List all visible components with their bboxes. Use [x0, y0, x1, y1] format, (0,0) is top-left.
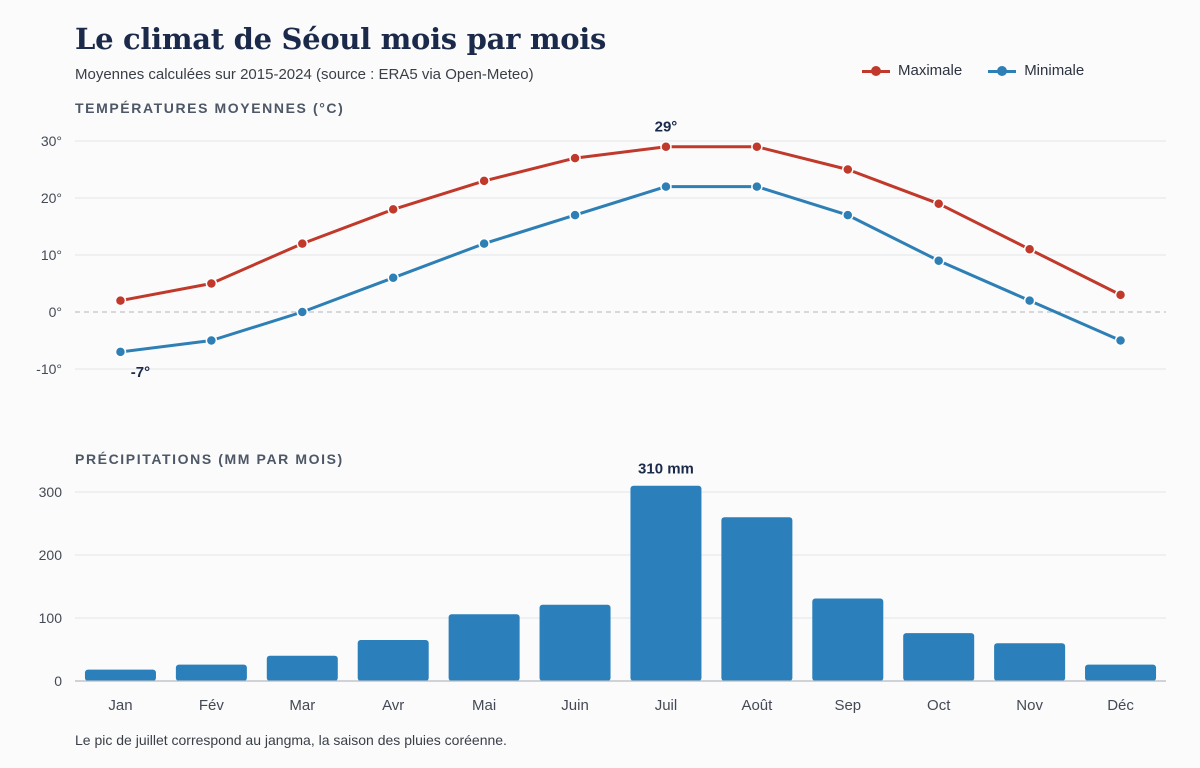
legend-item-max: Maximale: [862, 62, 962, 79]
bar-3: [266, 655, 338, 681]
data-point-max: [296, 237, 309, 250]
bar-2: [175, 664, 247, 681]
data-point-max: [114, 294, 127, 307]
data-point-max: [932, 197, 945, 210]
data-point-max: [1023, 243, 1036, 256]
y-tick-label: 10°: [41, 247, 62, 263]
line-series-min: [118, 185, 1123, 354]
legend-swatch-max: [862, 65, 890, 77]
legend-label-min: Minimale: [1024, 62, 1085, 79]
legend-label-max: Maximale: [898, 62, 963, 79]
bar-4: [357, 640, 429, 681]
y-tick-label: 30°: [41, 133, 62, 149]
data-point-min: [751, 180, 763, 193]
data-point-min: [932, 254, 945, 267]
bar-5: [448, 614, 520, 681]
x-tick-label: Sep: [834, 697, 861, 714]
data-point-min: [478, 237, 490, 250]
chart-legend: Maximale Minimale: [862, 62, 1084, 79]
y-tick-label: 20°: [41, 190, 62, 206]
temperature-chart: 30° 20° 10° 0° -10° 29° -7°: [36, 119, 1166, 381]
y-tick-label: 200: [39, 547, 63, 563]
temperature-chart-title: TEMPÉRATURES MOYENNES (°C): [75, 100, 345, 116]
legend-item-min: Minimale: [988, 62, 1084, 79]
data-point-min: [842, 209, 854, 221]
bar-8: [721, 517, 793, 681]
x-tick-label: Déc: [1107, 697, 1134, 714]
legend-swatch-min: [988, 65, 1017, 77]
data-point-max: [478, 175, 490, 187]
x-tick-label: Oct: [927, 697, 951, 714]
x-tick-label: Avr: [382, 697, 404, 714]
precipitation-chart-title: PRÉCIPITATIONS (MM PAR MOIS): [75, 451, 344, 467]
data-point-max: [1114, 289, 1127, 301]
x-tick-label: Juin: [561, 697, 589, 714]
data-point-min: [1114, 334, 1127, 347]
y-tick-label: 300: [39, 484, 63, 500]
bar-7: [630, 485, 702, 681]
x-tick-label: Août: [741, 697, 773, 714]
data-point-min: [660, 180, 672, 193]
line-series-max: [118, 145, 1123, 303]
data-point-min: [1023, 294, 1036, 307]
annotation-label: 29°: [655, 119, 678, 136]
data-point-max: [751, 140, 763, 153]
data-point-min: [114, 346, 127, 358]
data-point-max: [569, 152, 581, 164]
bar-10: [903, 633, 975, 681]
x-tick-label: Jan: [108, 697, 132, 714]
x-tick-label: Mai: [472, 697, 496, 714]
bar-11: [994, 643, 1066, 681]
bar-1: [84, 669, 156, 681]
data-point-min: [205, 334, 218, 347]
x-tick-label: Nov: [1016, 697, 1043, 714]
annotation-label: -7°: [131, 364, 150, 381]
annotation-label: 310 mm: [638, 461, 694, 478]
y-tick-label: -10°: [36, 361, 62, 377]
data-point-max: [660, 140, 672, 153]
y-tick-label: 100: [39, 610, 63, 626]
data-point-min: [387, 272, 399, 284]
precipitation-chart: 300 200 100 0 Jan Fév Mar Avr Mai Juin Juil Août Sep…: [39, 461, 1166, 714]
page-subtitle: Moyennes calculées sur 2015-2024 (source…: [75, 66, 534, 83]
x-tick-label: Juil: [655, 697, 678, 714]
bar-6: [539, 604, 611, 681]
x-tick-label: Fév: [199, 697, 225, 714]
data-point-max: [387, 203, 399, 216]
y-tick-label: 0°: [49, 304, 62, 320]
x-tick-label: Mar: [289, 697, 315, 714]
bar-12: [1085, 664, 1157, 681]
data-point-min: [569, 209, 581, 221]
footnote: Le pic de juillet correspond au jangma, …: [75, 732, 507, 748]
data-point-max: [842, 163, 854, 176]
data-point-max: [205, 277, 218, 290]
bar-9: [812, 598, 884, 681]
page-title: Le climat de Séoul mois par mois: [75, 22, 607, 56]
y-tick-label: 0: [54, 673, 62, 689]
data-point-min: [296, 306, 309, 318]
